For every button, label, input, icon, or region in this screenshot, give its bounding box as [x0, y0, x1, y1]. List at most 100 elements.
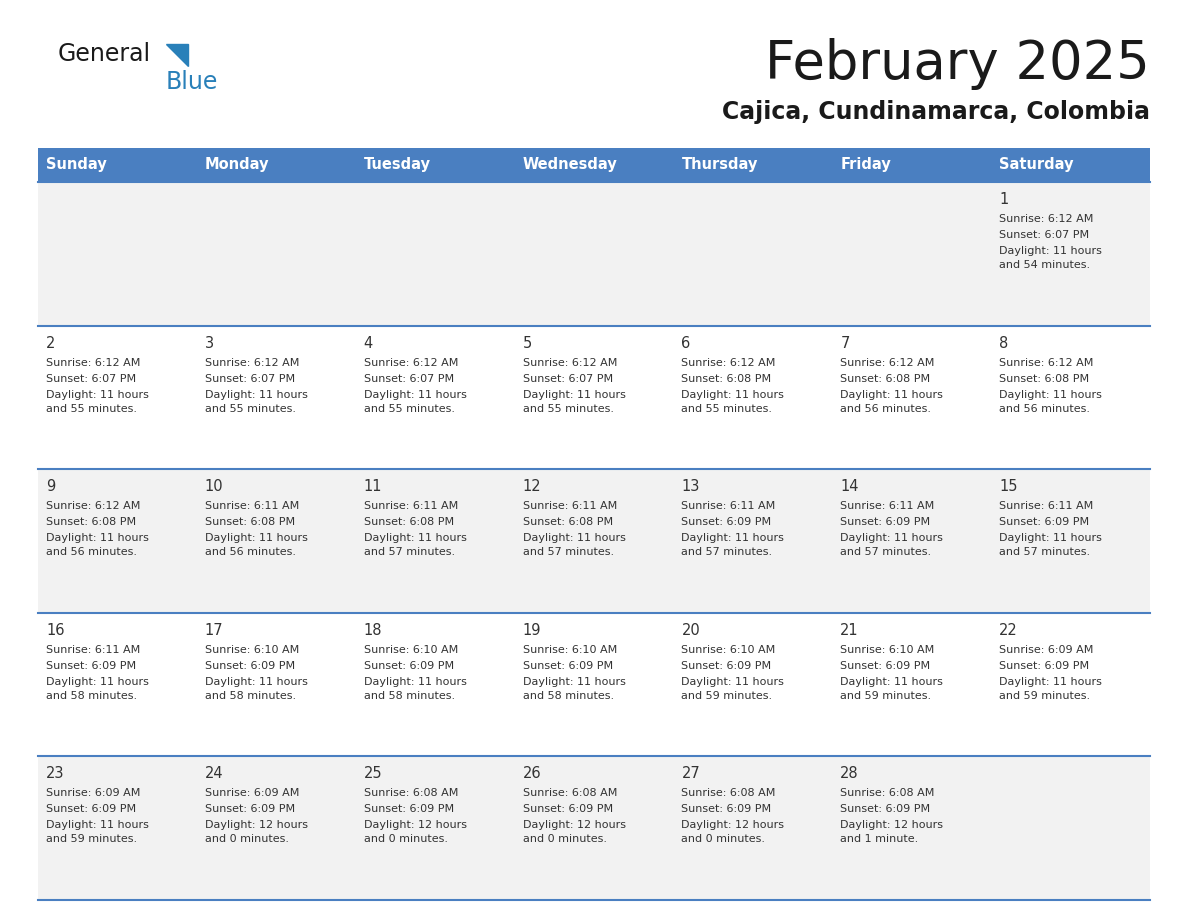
Text: and 56 minutes.: and 56 minutes.: [840, 404, 931, 414]
Text: 7: 7: [840, 336, 849, 351]
Text: 9: 9: [46, 479, 56, 494]
Text: 3: 3: [204, 336, 214, 351]
Text: 6: 6: [682, 336, 690, 351]
Text: 24: 24: [204, 767, 223, 781]
Text: Sunset: 6:09 PM: Sunset: 6:09 PM: [840, 517, 930, 527]
Text: Sunrise: 6:10 AM: Sunrise: 6:10 AM: [840, 644, 935, 655]
Text: Sunset: 6:07 PM: Sunset: 6:07 PM: [364, 374, 454, 384]
Text: Sunset: 6:08 PM: Sunset: 6:08 PM: [204, 517, 295, 527]
Text: Sunrise: 6:11 AM: Sunrise: 6:11 AM: [46, 644, 140, 655]
Text: Sunset: 6:09 PM: Sunset: 6:09 PM: [46, 804, 137, 814]
Text: 10: 10: [204, 479, 223, 494]
Text: and 56 minutes.: and 56 minutes.: [204, 547, 296, 557]
Text: February 2025: February 2025: [765, 38, 1150, 90]
Polygon shape: [166, 44, 188, 66]
Text: Sunset: 6:09 PM: Sunset: 6:09 PM: [682, 661, 771, 671]
Text: and 55 minutes.: and 55 minutes.: [364, 404, 455, 414]
Text: Sunrise: 6:12 AM: Sunrise: 6:12 AM: [999, 358, 1093, 367]
Text: Daylight: 12 hours: Daylight: 12 hours: [364, 821, 467, 831]
Text: and 57 minutes.: and 57 minutes.: [682, 547, 772, 557]
Text: Daylight: 11 hours: Daylight: 11 hours: [682, 533, 784, 543]
Text: Sunrise: 6:11 AM: Sunrise: 6:11 AM: [523, 501, 617, 511]
Bar: [38, 148, 197, 182]
Text: 2: 2: [46, 336, 56, 351]
Text: and 59 minutes.: and 59 minutes.: [840, 691, 931, 700]
Text: Daylight: 11 hours: Daylight: 11 hours: [840, 533, 943, 543]
Text: Daylight: 11 hours: Daylight: 11 hours: [682, 677, 784, 687]
Text: 28: 28: [840, 767, 859, 781]
Bar: [833, 148, 991, 182]
Text: Sunrise: 6:08 AM: Sunrise: 6:08 AM: [523, 789, 617, 799]
Text: and 55 minutes.: and 55 minutes.: [204, 404, 296, 414]
Text: 4: 4: [364, 336, 373, 351]
Bar: [38, 613, 1150, 756]
Text: Sunrise: 6:11 AM: Sunrise: 6:11 AM: [999, 501, 1093, 511]
Text: and 55 minutes.: and 55 minutes.: [46, 404, 137, 414]
Text: Sunrise: 6:09 AM: Sunrise: 6:09 AM: [46, 789, 140, 799]
Text: Daylight: 11 hours: Daylight: 11 hours: [999, 677, 1102, 687]
Text: Daylight: 12 hours: Daylight: 12 hours: [682, 821, 784, 831]
Text: Wednesday: Wednesday: [523, 158, 618, 173]
Text: and 56 minutes.: and 56 minutes.: [999, 404, 1091, 414]
Text: and 56 minutes.: and 56 minutes.: [46, 547, 137, 557]
Text: Monday: Monday: [204, 158, 270, 173]
Text: 17: 17: [204, 622, 223, 638]
Text: 8: 8: [999, 336, 1009, 351]
Text: and 57 minutes.: and 57 minutes.: [364, 547, 455, 557]
Text: Sunset: 6:08 PM: Sunset: 6:08 PM: [364, 517, 454, 527]
Text: Sunrise: 6:08 AM: Sunrise: 6:08 AM: [364, 789, 459, 799]
Text: Daylight: 11 hours: Daylight: 11 hours: [523, 533, 625, 543]
Text: 11: 11: [364, 479, 383, 494]
Text: Cajica, Cundinamarca, Colombia: Cajica, Cundinamarca, Colombia: [722, 100, 1150, 124]
Text: Sunset: 6:09 PM: Sunset: 6:09 PM: [999, 517, 1089, 527]
Text: and 57 minutes.: and 57 minutes.: [523, 547, 614, 557]
Text: and 58 minutes.: and 58 minutes.: [204, 691, 296, 700]
Text: Sunrise: 6:12 AM: Sunrise: 6:12 AM: [46, 358, 140, 367]
Text: and 58 minutes.: and 58 minutes.: [46, 691, 137, 700]
Text: Sunset: 6:09 PM: Sunset: 6:09 PM: [682, 517, 771, 527]
Text: Sunrise: 6:11 AM: Sunrise: 6:11 AM: [840, 501, 935, 511]
Text: 15: 15: [999, 479, 1018, 494]
Text: and 55 minutes.: and 55 minutes.: [523, 404, 613, 414]
Text: Tuesday: Tuesday: [364, 158, 431, 173]
Bar: [38, 326, 1150, 469]
Text: Sunrise: 6:12 AM: Sunrise: 6:12 AM: [204, 358, 299, 367]
Text: and 54 minutes.: and 54 minutes.: [999, 260, 1091, 270]
Text: 13: 13: [682, 479, 700, 494]
Text: Daylight: 11 hours: Daylight: 11 hours: [364, 677, 467, 687]
Text: Sunset: 6:07 PM: Sunset: 6:07 PM: [999, 230, 1089, 240]
Text: Sunset: 6:08 PM: Sunset: 6:08 PM: [840, 374, 930, 384]
Text: and 58 minutes.: and 58 minutes.: [523, 691, 614, 700]
Text: Daylight: 11 hours: Daylight: 11 hours: [204, 533, 308, 543]
Bar: [38, 469, 1150, 613]
Text: 20: 20: [682, 622, 700, 638]
Text: Daylight: 12 hours: Daylight: 12 hours: [840, 821, 943, 831]
Text: Sunrise: 6:12 AM: Sunrise: 6:12 AM: [523, 358, 617, 367]
Text: Daylight: 11 hours: Daylight: 11 hours: [204, 677, 308, 687]
Text: Sunrise: 6:08 AM: Sunrise: 6:08 AM: [840, 789, 935, 799]
Text: 23: 23: [46, 767, 64, 781]
Text: Sunrise: 6:10 AM: Sunrise: 6:10 AM: [364, 644, 457, 655]
Bar: [355, 148, 514, 182]
Text: and 58 minutes.: and 58 minutes.: [364, 691, 455, 700]
Text: Daylight: 12 hours: Daylight: 12 hours: [204, 821, 308, 831]
Text: Sunrise: 6:09 AM: Sunrise: 6:09 AM: [204, 789, 299, 799]
Text: Sunset: 6:08 PM: Sunset: 6:08 PM: [682, 374, 771, 384]
Text: Sunset: 6:09 PM: Sunset: 6:09 PM: [523, 661, 613, 671]
Bar: [197, 148, 355, 182]
Text: Sunrise: 6:12 AM: Sunrise: 6:12 AM: [46, 501, 140, 511]
Text: Sunset: 6:09 PM: Sunset: 6:09 PM: [682, 804, 771, 814]
Text: Sunday: Sunday: [46, 158, 107, 173]
Text: Sunrise: 6:11 AM: Sunrise: 6:11 AM: [204, 501, 299, 511]
Text: Thursday: Thursday: [682, 158, 758, 173]
Text: Daylight: 11 hours: Daylight: 11 hours: [364, 533, 467, 543]
Text: Sunset: 6:09 PM: Sunset: 6:09 PM: [364, 804, 454, 814]
Text: Sunrise: 6:10 AM: Sunrise: 6:10 AM: [523, 644, 617, 655]
Text: 19: 19: [523, 622, 541, 638]
Text: 16: 16: [46, 622, 64, 638]
Text: Sunset: 6:09 PM: Sunset: 6:09 PM: [840, 804, 930, 814]
Text: Sunset: 6:09 PM: Sunset: 6:09 PM: [999, 661, 1089, 671]
Text: 27: 27: [682, 767, 700, 781]
Text: Daylight: 11 hours: Daylight: 11 hours: [682, 389, 784, 399]
Text: Sunset: 6:09 PM: Sunset: 6:09 PM: [46, 661, 137, 671]
